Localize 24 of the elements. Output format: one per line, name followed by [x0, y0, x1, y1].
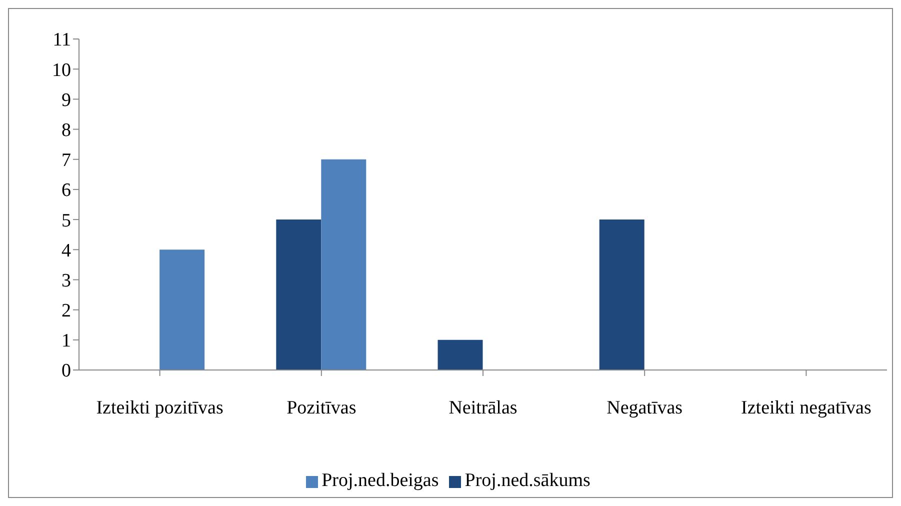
y-tick-label: 4	[62, 240, 72, 262]
y-tick-label: 7	[62, 150, 71, 172]
y-tick-label: 11	[52, 30, 71, 51]
y-tick-label: 1	[62, 330, 71, 352]
y-tick-label: 9	[62, 90, 71, 111]
bar	[160, 250, 205, 370]
y-tick-label: 0	[62, 360, 71, 382]
legend-label: Proj.ned.beigas	[322, 470, 439, 491]
y-tick-label: 10	[52, 60, 71, 81]
legend-label: Proj.ned.sākums	[464, 470, 590, 491]
bar	[321, 159, 366, 370]
y-tick-label: 3	[62, 270, 71, 292]
x-tick-label: Izteikti pozitīvas	[96, 397, 224, 418]
y-tick-label: 2	[62, 300, 71, 322]
y-tick-label: 6	[62, 180, 71, 202]
bar	[276, 220, 322, 370]
x-tick-label: Izteikti negatīvas	[741, 397, 872, 418]
x-tick-label: Pozitīvas	[286, 397, 356, 418]
bar	[599, 220, 644, 370]
bar	[438, 340, 483, 370]
y-tick-label: 8	[62, 120, 71, 142]
y-tick-label: 5	[62, 210, 71, 232]
x-tick-label: Negatīvas	[606, 397, 683, 418]
x-tick-label: Neitrālas	[448, 397, 518, 418]
